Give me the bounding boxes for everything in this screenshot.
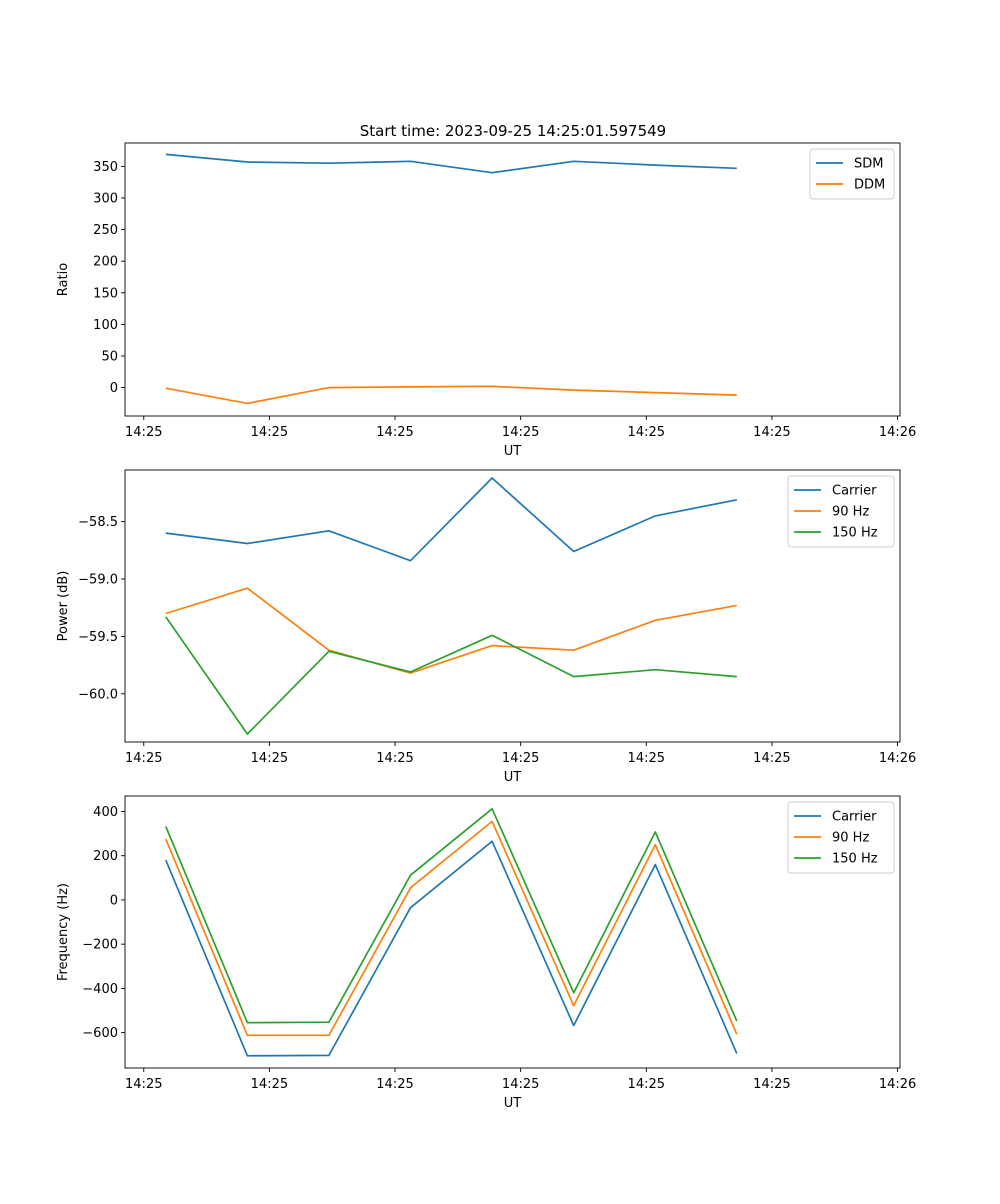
x-axis-label: UT	[504, 444, 522, 459]
x-tick-label: 14:25	[753, 751, 790, 766]
y-tick-label: −400	[82, 982, 118, 997]
x-tick-label: 14:25	[753, 425, 790, 440]
series-line-carrier	[165, 477, 737, 562]
y-axis-label: Frequency (Hz)	[56, 883, 71, 981]
y-tick-label: −59.5	[78, 630, 118, 645]
x-tick-label: 14:25	[376, 1077, 413, 1092]
x-tick-label: 14:25	[125, 751, 162, 766]
series-line-150-hz	[165, 807, 738, 1024]
legend: Carrier 90 Hz 150 Hz	[787, 801, 895, 874]
legend-label: DDM	[854, 178, 885, 193]
x-tick-label: 14:25	[125, 1077, 162, 1092]
y-tick-label: −600	[82, 1026, 118, 1041]
x-tick-label: 14:26	[879, 751, 916, 766]
legend-box	[787, 801, 895, 874]
x-axis-label: UT	[504, 770, 522, 785]
plot-panel-2: 14:25 14:25 14:25 14:25 14:25 14:25 14:26 −58.5…	[56, 469, 916, 785]
legend: SDM DDM	[809, 148, 895, 200]
series-line-ddm	[165, 385, 737, 405]
x-tick-label: 14:25	[376, 425, 413, 440]
axes-frame	[124, 469, 901, 743]
series-line-sdm	[165, 153, 737, 174]
y-tick-label: −200	[82, 938, 118, 953]
y-tick-label: 0	[110, 381, 118, 396]
y-axis-label: Ratio	[56, 263, 71, 296]
y-tick-label: 400	[93, 805, 118, 820]
y-axis-label: Power (dB)	[56, 571, 71, 642]
plot-panel-1: 14:25 14:25 14:25 14:25 14:25 14:25 14:26 350 30…	[56, 142, 916, 459]
x-tick-label: 14:25	[251, 1077, 288, 1092]
y-tick-label: 50	[101, 349, 118, 364]
series-line-90-hz	[165, 820, 738, 1037]
x-tick-label: 14:25	[628, 751, 665, 766]
legend-label: 150 Hz	[832, 852, 878, 867]
x-tick-label: 14:26	[879, 425, 916, 440]
y-tick-label: 350	[93, 160, 118, 175]
legend-label: Carrier	[832, 810, 877, 825]
series-line-carrier	[165, 840, 738, 1057]
y-tick-label: 200	[93, 849, 118, 864]
legend: Carrier 90 Hz 150 Hz	[787, 475, 895, 548]
y-tick-label: 0	[110, 893, 118, 908]
x-tick-label: 14:25	[502, 751, 539, 766]
x-tick-label: 14:25	[376, 751, 413, 766]
axes-frame	[124, 795, 901, 1069]
figure-title: Start time: 2023-09-25 14:25:01.597549	[360, 122, 666, 140]
x-tick-label: 14:25	[502, 425, 539, 440]
legend-box	[809, 148, 895, 200]
y-tick-label: 200	[93, 255, 118, 270]
y-tick-label: 300	[93, 191, 118, 206]
axes-frame	[124, 142, 901, 417]
x-tick-label: 14:25	[125, 425, 162, 440]
y-tick-label: 250	[93, 223, 118, 238]
y-tick-label: 150	[93, 286, 118, 301]
y-tick-label: −60.0	[78, 687, 118, 702]
x-tick-label: 14:25	[628, 1077, 665, 1092]
y-tick-label: −59.0	[78, 573, 118, 588]
y-tick-label: −58.5	[78, 515, 118, 530]
x-tick-label: 14:25	[628, 425, 665, 440]
legend-label: 90 Hz	[832, 505, 869, 520]
series-line-90-hz	[165, 587, 737, 674]
legend-label: SDM	[854, 157, 883, 172]
y-tick-label: 100	[93, 318, 118, 333]
x-tick-label: 14:25	[251, 751, 288, 766]
x-tick-label: 14:25	[753, 1077, 790, 1092]
legend-label: 150 Hz	[832, 526, 878, 541]
legend-box	[787, 475, 895, 548]
x-axis-label: UT	[504, 1096, 522, 1111]
x-tick-label: 14:25	[502, 1077, 539, 1092]
legend-label: Carrier	[832, 484, 877, 499]
x-tick-label: 14:25	[251, 425, 288, 440]
x-tick-label: 14:26	[879, 1077, 916, 1092]
plot-panel-3: 14:25 14:25 14:25 14:25 14:25 14:25 14:26 400 20…	[56, 795, 916, 1111]
series-line-150-hz	[165, 616, 737, 735]
legend-label: 90 Hz	[832, 831, 869, 846]
